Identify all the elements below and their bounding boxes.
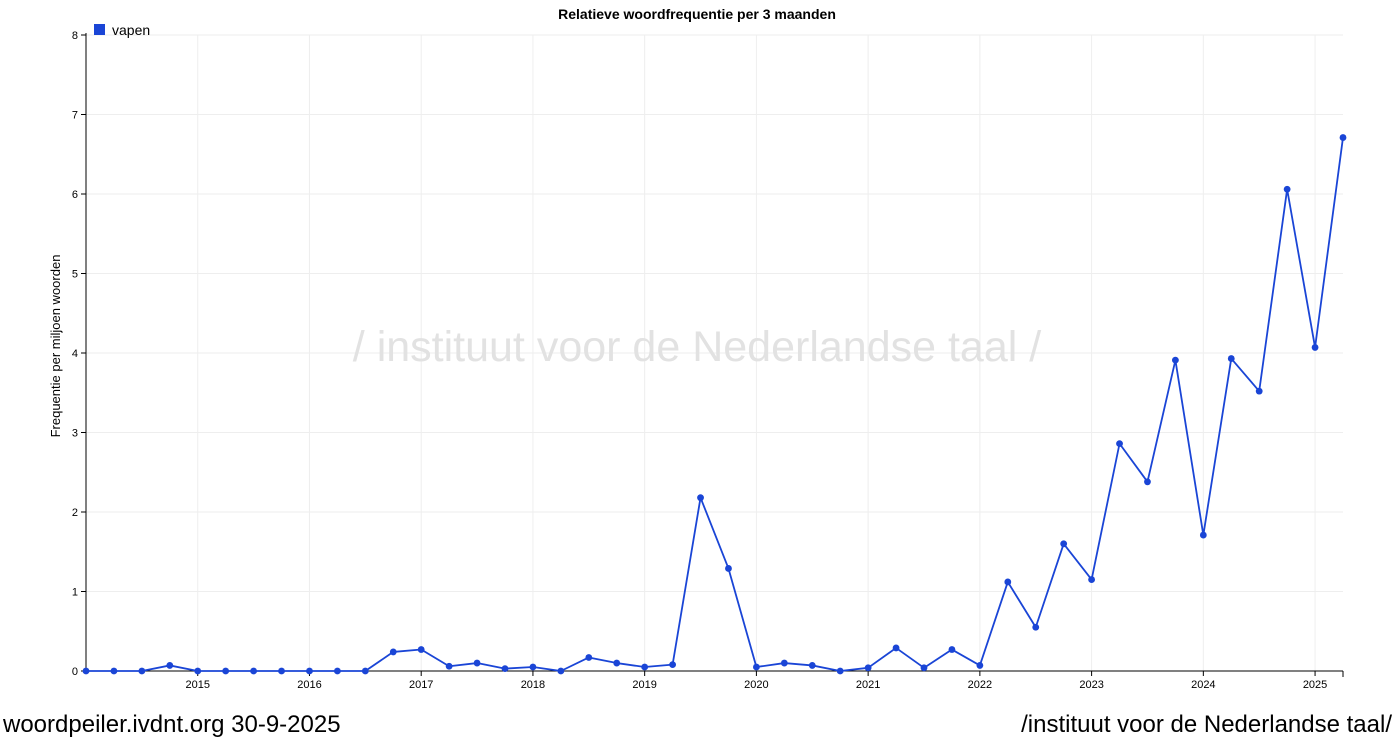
data-point[interactable] [1283,185,1291,193]
y-tick-label: 5 [72,269,78,281]
y-tick-label: 8 [72,30,78,42]
data-point[interactable] [864,664,872,672]
x-tick-label: 2019 [632,679,656,691]
data-point[interactable] [613,659,621,667]
chart-title: Relatieve woordfrequentie per 3 maanden [558,6,836,22]
y-axis-label: Frequentie per miljoen woorden [48,255,63,438]
data-point[interactable] [529,663,537,671]
y-tick-label: 0 [72,666,78,678]
series-line [86,137,1344,672]
data-point[interactable] [82,667,90,675]
data-point[interactable] [389,648,397,656]
data-point[interactable] [641,663,649,671]
legend-label-vapen: vapen [112,22,150,38]
x-tick-label: 2018 [521,679,545,691]
series-group [82,134,1347,675]
data-point[interactable] [1004,578,1012,586]
data-point[interactable] [1032,623,1040,631]
data-point[interactable] [557,667,565,675]
data-point[interactable] [1311,344,1319,351]
y-tick-label: 6 [72,189,78,201]
data-point[interactable] [166,662,174,669]
data-point[interactable] [669,661,676,669]
data-point[interactable] [697,494,704,502]
data-point[interactable] [1339,134,1347,141]
data-point[interactable] [1199,531,1207,539]
data-point[interactable] [194,667,202,675]
data-point[interactable] [361,667,369,675]
data-point[interactable] [753,663,760,671]
data-point[interactable] [1060,540,1068,548]
x-tick-label: 2016 [297,679,321,691]
y-tick-label: 1 [72,587,78,599]
data-point[interactable] [445,662,453,670]
data-point[interactable] [1255,387,1263,395]
data-point[interactable] [725,565,732,572]
x-tick-label: 2024 [1191,679,1215,691]
y-tick-label: 7 [72,110,78,122]
data-point[interactable] [920,664,928,672]
x-tick-labels: 2015 2016 2017 2018 2019 2020 2021 2022 2023 2024… [185,679,1327,691]
grid [86,34,1343,671]
data-point[interactable] [138,667,146,675]
x-tick-label: 2023 [1079,679,1103,691]
legend-swatch [94,24,105,35]
data-point[interactable] [334,667,341,675]
footer-site-date: woordpeiler.ivdnt.org 30-9-2025 [3,711,341,738]
data-point[interactable] [808,662,816,669]
y-tick-label: 3 [72,428,78,440]
data-point[interactable] [473,659,481,667]
x-tick-label: 2022 [968,679,992,691]
data-point[interactable] [222,667,230,675]
data-point[interactable] [501,665,509,673]
data-point[interactable] [585,654,593,661]
y-tick-labels: 0 1 2 3 4 5 6 7 8 [72,30,78,678]
data-point[interactable] [1172,356,1179,364]
data-point[interactable] [250,667,257,675]
data-point[interactable] [948,646,956,653]
data-point[interactable] [417,646,425,653]
x-tick-label: 2017 [409,679,433,691]
legend[interactable]: vapen [94,22,150,38]
y-tick-label: 4 [72,348,78,360]
watermark: / instituut voor de Nederlandse taal / [353,323,1041,371]
y-tick-label: 2 [72,507,78,519]
x-tick-label: 2025 [1303,679,1327,691]
data-point[interactable] [306,667,313,675]
line-chart: Relatieve woordfrequentie per 3 maanden … [48,6,1347,691]
data-point[interactable] [780,659,788,667]
x-tick-label: 2021 [856,679,880,691]
data-point[interactable] [836,667,844,675]
data-point[interactable] [1144,478,1151,486]
data-point[interactable] [1088,576,1095,583]
data-point[interactable] [278,667,285,675]
data-point[interactable] [1227,355,1235,362]
data-point[interactable] [892,644,900,652]
data-point[interactable] [110,667,118,675]
x-tick-label: 2015 [185,679,209,691]
data-point[interactable] [976,662,984,669]
data-point[interactable] [1116,440,1123,448]
footer-institute: /instituut voor de Nederlandse taal/ [1021,711,1392,738]
x-tick-label: 2020 [744,679,768,691]
